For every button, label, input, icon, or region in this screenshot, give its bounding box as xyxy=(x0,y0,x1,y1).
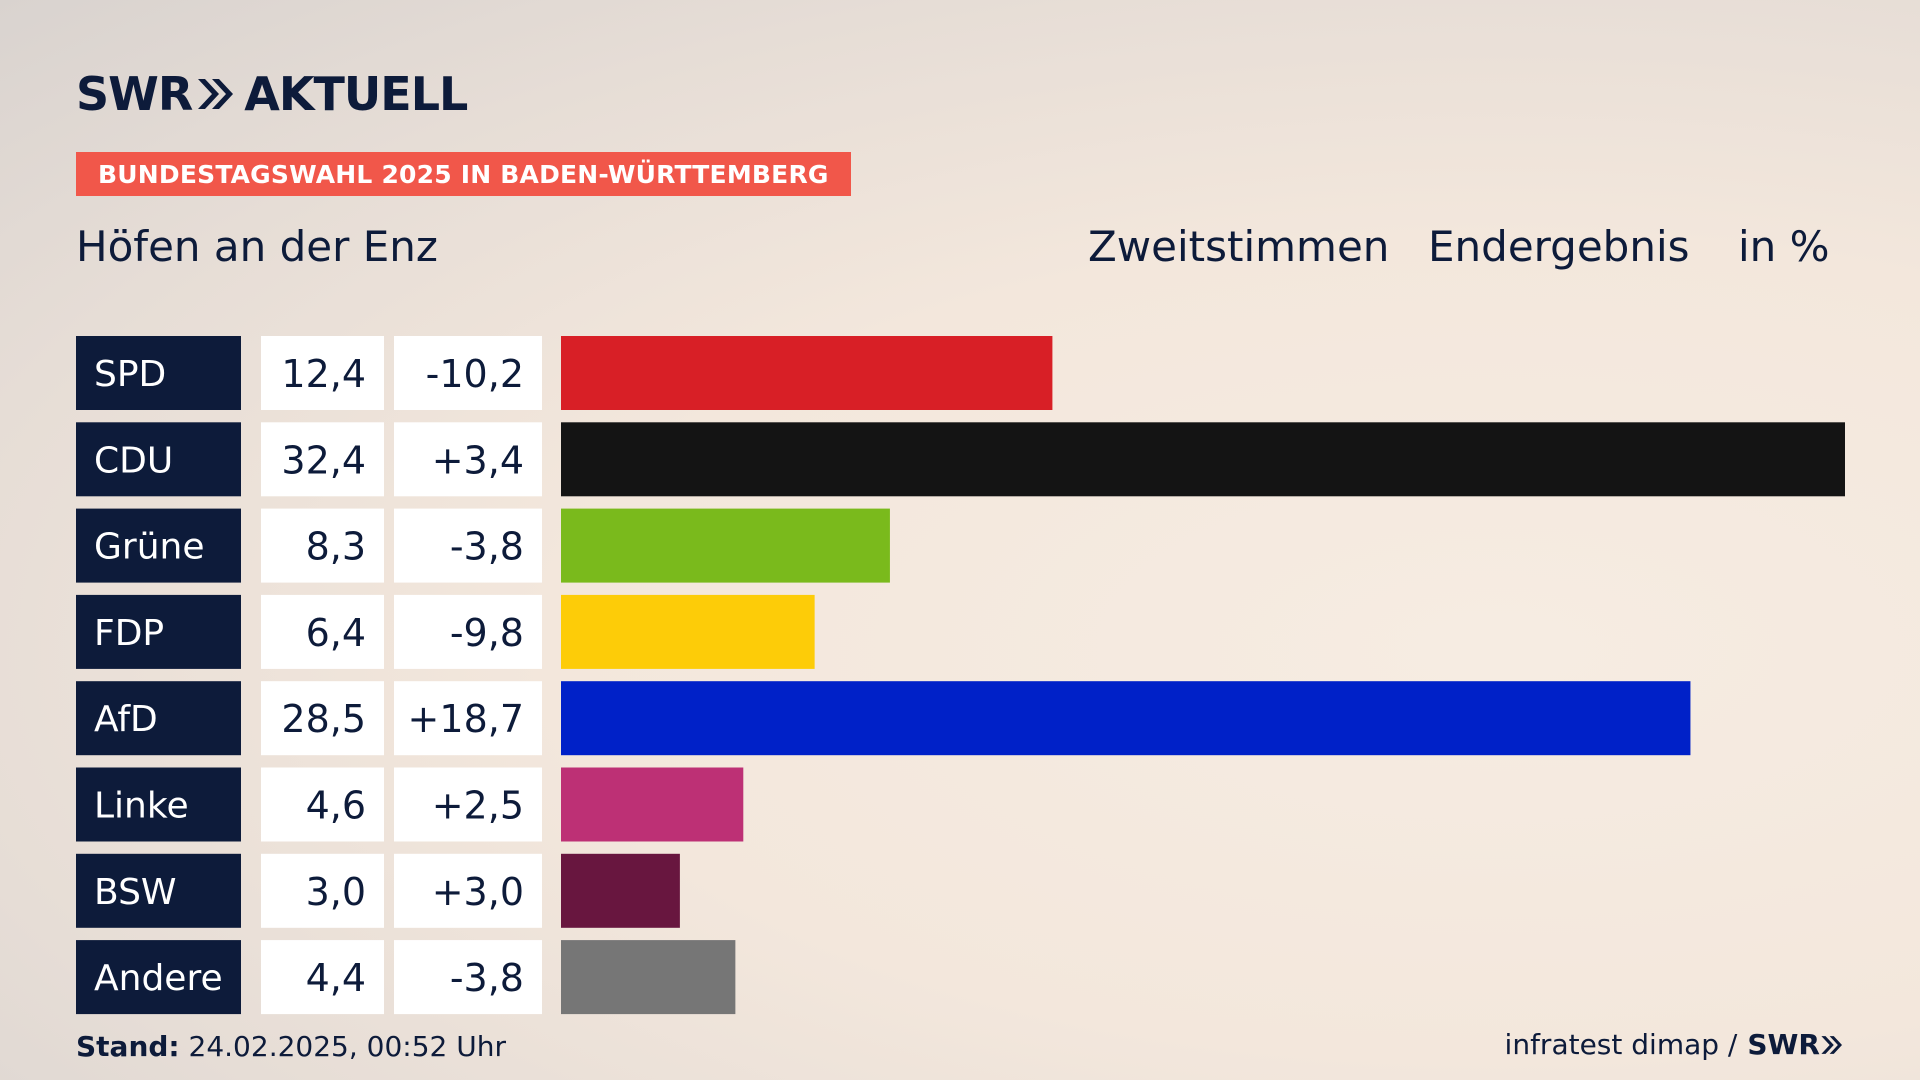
value-label-linke: 4,6 xyxy=(306,784,366,828)
party-label-spd: SPD xyxy=(94,354,166,395)
bar-afd xyxy=(561,681,1691,756)
change-cell-bsw xyxy=(394,853,542,928)
party-label-gr-ne: Grüne xyxy=(94,527,204,568)
stand-value: 24.02.2025, 00:52 Uhr xyxy=(188,1030,506,1063)
value-label-andere: 4,4 xyxy=(306,956,366,1000)
party-label-bsw: BSW xyxy=(94,872,177,913)
source-credit: infratest dimap / SWR xyxy=(1505,1028,1844,1061)
party-cell-linke xyxy=(76,767,241,842)
party-cell-andere xyxy=(76,940,241,1015)
party-label-fdp: FDP xyxy=(94,613,164,654)
party-cell-afd xyxy=(76,681,241,756)
change-label-gr-ne: -3,8 xyxy=(450,525,524,569)
vote-type-label: Zweitstimmen xyxy=(1088,222,1390,271)
change-label-afd: +18,7 xyxy=(408,697,524,741)
change-cell-spd xyxy=(394,336,542,410)
chevron-double-icon xyxy=(1821,1035,1842,1054)
value-cell-spd xyxy=(261,336,384,410)
brand-name: SWR xyxy=(76,67,193,121)
party-cell-bsw xyxy=(76,853,241,928)
value-cell-afd xyxy=(261,681,384,756)
value-label-afd: 28,5 xyxy=(281,697,366,741)
party-cell-spd xyxy=(76,336,241,410)
brand-suffix: AKTUELL xyxy=(244,67,468,121)
value-cell-linke xyxy=(261,767,384,842)
value-cell-fdp xyxy=(261,594,384,669)
timestamp: Stand: 24.02.2025, 00:52 Uhr xyxy=(76,1030,506,1063)
value-label-fdp: 6,4 xyxy=(306,611,366,655)
source-brand: SWR xyxy=(1747,1028,1844,1061)
location-title: Höfen an der Enz xyxy=(76,222,438,271)
change-label-spd: -10,2 xyxy=(426,352,524,396)
value-label-spd: 12,4 xyxy=(281,352,366,396)
party-cell-gr-ne xyxy=(76,508,241,583)
value-label-bsw: 3,0 xyxy=(306,870,366,914)
source-brand-text: SWR xyxy=(1747,1028,1820,1061)
value-label-cdu: 32,4 xyxy=(281,438,366,482)
stand-label: Stand: xyxy=(76,1030,180,1063)
party-label-linke: Linke xyxy=(94,786,189,827)
party-label-cdu: CDU xyxy=(94,440,173,481)
change-cell-afd xyxy=(394,681,542,756)
change-label-andere: -3,8 xyxy=(450,956,524,1000)
party-label-afd: AfD xyxy=(94,699,158,740)
result-type-label: Endergebnis xyxy=(1428,222,1690,271)
bar-cdu xyxy=(561,422,1845,497)
bar-linke xyxy=(561,767,744,842)
election-banner: BUNDESTAGSWAHL 2025 IN BADEN-WÜRTTEMBERG xyxy=(76,152,851,196)
change-label-linke: +2,5 xyxy=(432,784,524,828)
value-cell-bsw xyxy=(261,853,384,928)
change-cell-gr-ne xyxy=(394,508,542,583)
value-cell-cdu xyxy=(261,422,384,497)
chevron-double-icon xyxy=(196,77,236,111)
bar-spd xyxy=(561,336,1053,410)
change-cell-andere xyxy=(394,940,542,1015)
value-label-gr-ne: 8,3 xyxy=(306,525,366,569)
bar-andere xyxy=(561,940,736,1015)
source-text: infratest dimap / xyxy=(1504,1028,1738,1061)
change-label-bsw: +3,0 xyxy=(432,870,524,914)
party-cell-cdu xyxy=(76,422,241,497)
value-cell-andere xyxy=(261,940,384,1015)
change-cell-cdu xyxy=(394,422,542,497)
change-label-fdp: -9,8 xyxy=(450,611,524,655)
change-cell-fdp xyxy=(394,594,542,669)
swr-aktuell-logo: SWR AKTUELL xyxy=(76,64,468,124)
bar-gr-ne xyxy=(561,508,890,583)
bar-fdp xyxy=(561,594,815,669)
party-cell-fdp xyxy=(76,594,241,669)
bar-bsw xyxy=(561,853,680,928)
value-cell-gr-ne xyxy=(261,508,384,583)
party-label-andere: Andere xyxy=(94,958,223,999)
change-label-cdu: +3,4 xyxy=(432,438,524,482)
change-cell-linke xyxy=(394,767,542,842)
unit-label: in % xyxy=(1738,222,1830,271)
